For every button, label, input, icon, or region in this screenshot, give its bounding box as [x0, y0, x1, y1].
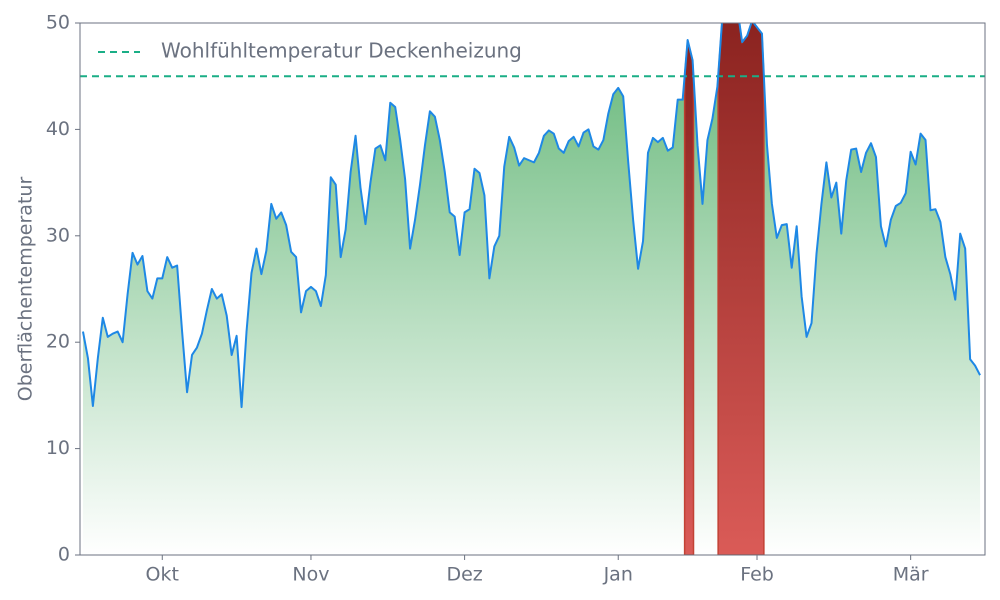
over-area: [683, 39, 695, 555]
x-tick-label: Okt: [146, 564, 179, 586]
line: [81, 23, 981, 409]
y-tick-label: 20: [46, 331, 70, 353]
x-tick-label: Jan: [603, 564, 633, 586]
y-tick-label: 0: [58, 544, 70, 566]
x-tick-label: Mär: [893, 564, 929, 586]
x-tick-label: Nov: [292, 564, 329, 586]
plot: [80, 23, 985, 555]
area: [82, 23, 981, 555]
y-tick-label: 50: [46, 12, 70, 34]
y-tick-label: 30: [46, 224, 70, 246]
x-tick-label: Dez: [446, 564, 482, 586]
over-area: [717, 23, 765, 555]
y-axis-label: Oberflächentemperatur: [15, 177, 37, 402]
plot-frame: [79, 22, 986, 556]
y-tick-label: 40: [46, 118, 70, 140]
legend-label: Wohlfühltemperatur Deckenheizung: [161, 39, 522, 63]
y-tick-label: 10: [46, 437, 70, 459]
x-tick-label: Feb: [740, 564, 774, 586]
